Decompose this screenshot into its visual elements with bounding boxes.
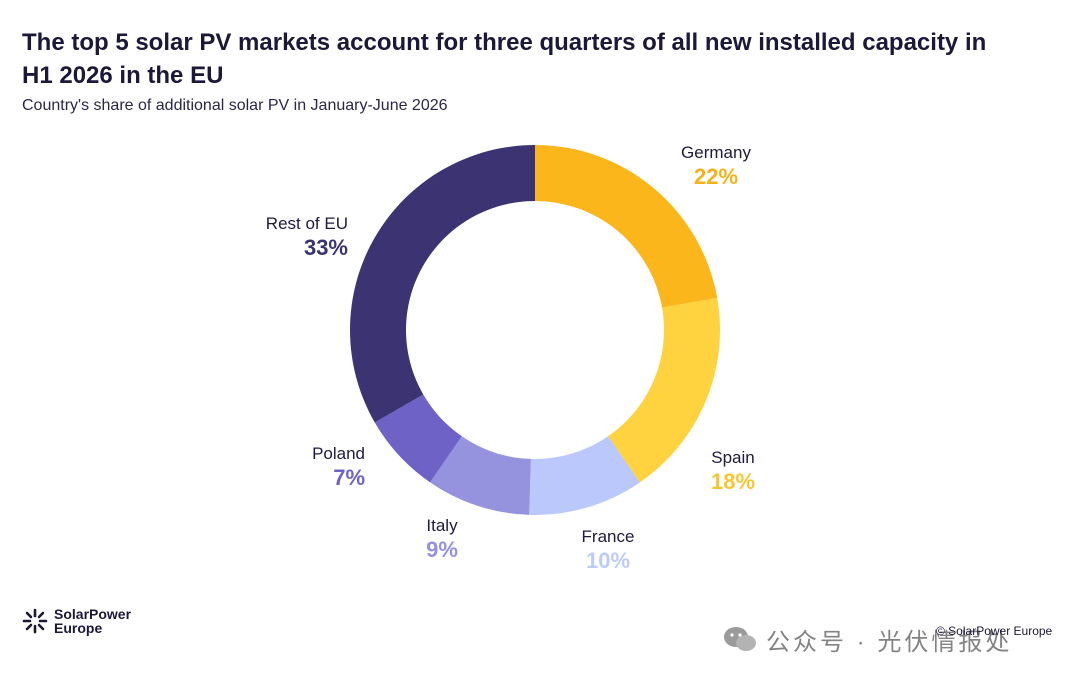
watermark-text: 公众号 · 光伏情报处 bbox=[766, 629, 1013, 656]
value-france: 10% bbox=[586, 548, 630, 573]
slice-france bbox=[529, 436, 640, 515]
label-italy: Italy bbox=[426, 516, 458, 535]
slice-spain bbox=[608, 297, 720, 483]
label-germany: Germany bbox=[681, 143, 751, 162]
solarpower-europe-logo: SolarPower Europe bbox=[22, 607, 131, 635]
label-rest-of-eu: Rest of EU bbox=[266, 214, 348, 233]
copyright-text: © SolarPower Europe bbox=[936, 624, 1053, 638]
label-poland: Poland bbox=[312, 444, 365, 463]
value-rest-of-eu: 33% bbox=[304, 235, 348, 260]
slice-rest-of-eu bbox=[350, 145, 535, 423]
slice-poland bbox=[374, 394, 462, 483]
label-spain: Spain bbox=[711, 448, 754, 467]
value-poland: 7% bbox=[333, 465, 365, 490]
watermark: 公众号 · 光伏情报处 bbox=[722, 622, 1012, 657]
value-spain: 18% bbox=[711, 469, 755, 494]
sun-burst-icon bbox=[22, 608, 48, 634]
logo-line1: SolarPower bbox=[54, 606, 132, 622]
value-italy: 9% bbox=[426, 537, 458, 562]
slice-italy bbox=[430, 436, 531, 515]
chart-title: The top 5 solar PV markets account for t… bbox=[22, 29, 987, 89]
slice-germany bbox=[535, 145, 718, 308]
wechat-icon bbox=[724, 626, 756, 651]
chart-subtitle: Country's share of additional solar PV i… bbox=[22, 97, 448, 114]
logo-line2: Europe bbox=[54, 620, 103, 636]
value-germany: 22% bbox=[694, 164, 738, 189]
label-france: France bbox=[582, 527, 635, 546]
